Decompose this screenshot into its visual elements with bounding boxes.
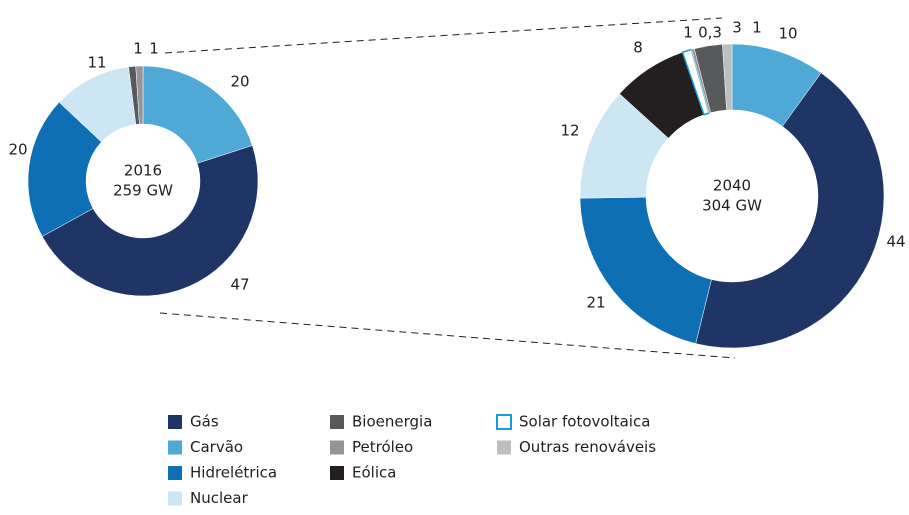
donut-segment [722,43,733,111]
data-label: 10 [778,25,797,43]
legend-label: Bioenergia [352,413,432,431]
donut-segment [135,65,144,125]
donut-segment [27,101,102,237]
legend-label: Carvão [190,438,243,456]
legend-label: Gás [190,413,219,431]
data-label: 1 [752,19,762,37]
data-label: 47 [230,276,249,294]
legend-label: Outras renováveis [519,438,656,456]
legend-label: Hidrelétrica [190,464,277,482]
data-label: 20 [8,141,27,159]
data-label: 44 [886,233,905,251]
data-label: 3 [732,19,742,37]
legend-swatch [168,440,182,455]
legend-swatch [330,415,344,429]
legend-swatch [497,440,511,455]
data-label: 8 [633,39,643,57]
legend-swatch [330,466,344,480]
center-label: 259 GW [113,182,173,200]
data-label: 21 [586,294,605,312]
donut-segment [41,145,259,297]
data-label: 1 [149,40,159,58]
data-label: 1 [133,40,143,58]
legend-swatch [330,440,344,455]
data-label: 12 [560,122,579,140]
legend-label: Petróleo [352,438,413,456]
data-label: 20 [230,73,249,91]
center-label: 304 GW [702,197,762,215]
legend-swatch [168,466,182,480]
data-label: 1 [683,24,693,42]
center-label: 2040 [713,177,751,195]
legend-label: Solar fotovoltaica [519,413,650,431]
donut-segment [142,65,253,164]
legend-swatch [168,415,182,429]
center-label: 2016 [124,162,162,180]
legend-swatch [496,414,512,430]
legend-label: Eólica [352,464,396,482]
donut-segment [579,196,712,344]
connector-line [164,17,723,54]
donut-segment [695,72,885,349]
data-label: 11 [87,54,106,72]
connector-line [159,312,736,359]
legend-swatch [168,491,182,506]
legend-label: Nuclear [190,489,249,507]
data-label: 0,3 [698,24,722,42]
